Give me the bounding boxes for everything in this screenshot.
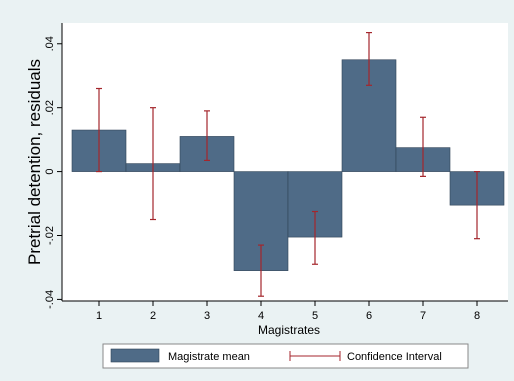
ci-magistrate-6 (366, 31, 372, 86)
y-axis: -.04 -.02 0 .02 .04 (44, 23, 63, 309)
legend-label-ci: Confidence Interval (347, 351, 442, 363)
y-axis-title: Pretrial detention, residuals (25, 59, 44, 265)
y-tick-label: .04 (44, 36, 56, 51)
x-tick-label: 4 (258, 310, 264, 322)
confidence-intervals-group (96, 31, 480, 297)
legend-box (102, 343, 469, 369)
x-tick-label: 5 (312, 310, 318, 322)
ci-magistrate-7 (420, 116, 426, 177)
x-tick-label: 1 (96, 310, 102, 322)
x-tick-label: 3 (204, 310, 210, 322)
ci-magistrate-4 (258, 244, 264, 297)
x-tick-label: 6 (366, 310, 372, 322)
ci-magistrate-3 (204, 110, 210, 162)
ci-magistrate-8 (474, 170, 480, 240)
ci-magistrate-1 (96, 87, 102, 173)
ci-magistrate-5 (312, 210, 318, 265)
x-axis: 1 2 3 4 5 6 7 8 (62, 300, 508, 322)
ci-magistrate-2 (150, 107, 156, 221)
x-tick-label: 8 (474, 310, 480, 322)
x-tick-label: 7 (420, 310, 426, 322)
legend: Magistrate mean Confidence Interval (102, 343, 469, 369)
x-tick-label: 2 (150, 310, 156, 322)
y-tick-label: -.02 (44, 226, 56, 245)
y-tick-label: -.04 (44, 290, 56, 309)
legend-swatch-bar (110, 348, 160, 363)
x-axis-title: Magistrates (258, 323, 320, 337)
legend-swatch-ci (289, 351, 341, 361)
y-tick-label: .02 (44, 100, 56, 115)
y-tick-label: 0 (44, 169, 56, 175)
legend-label-mean: Magistrate mean (168, 351, 250, 363)
